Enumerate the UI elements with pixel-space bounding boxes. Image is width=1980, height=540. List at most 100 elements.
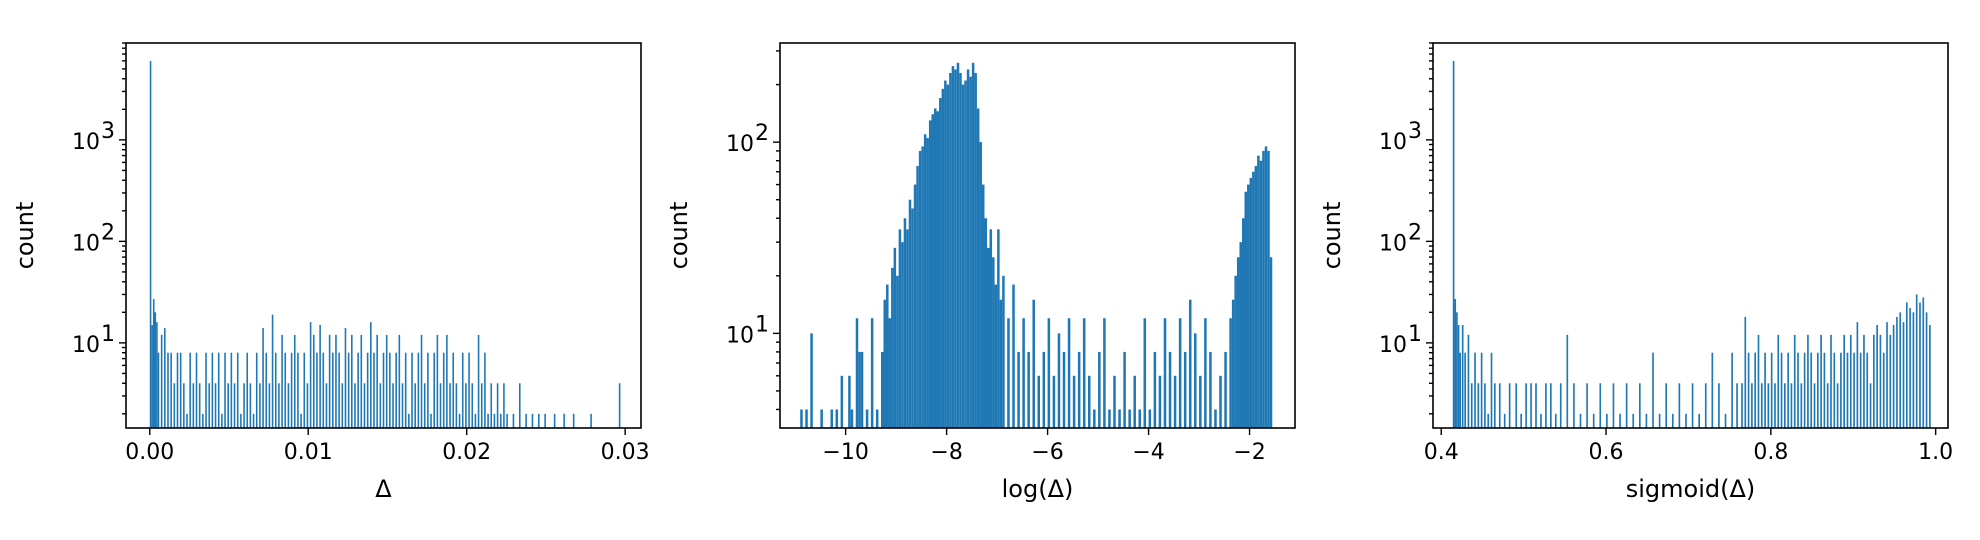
histogram-bar: [1264, 146, 1268, 428]
histogram-bar: [1704, 383, 1707, 428]
histogram-bar: [385, 334, 388, 428]
histogram-bar: [1873, 334, 1875, 428]
histogram-bar: [1474, 352, 1476, 428]
histogram-bar: [493, 413, 496, 428]
histogram-bar: [1612, 383, 1615, 428]
histogram-bar: [941, 88, 945, 428]
histogram-bar: [1229, 318, 1232, 428]
histogram-bar: [373, 352, 375, 428]
x-tick-label: 0.6: [1589, 440, 1624, 465]
y-tick-label: 10: [72, 231, 100, 256]
histogram-bar: [1037, 375, 1041, 428]
histogram-bar: [1480, 352, 1483, 428]
histogram-bar: [1002, 275, 1005, 428]
histogram-bar: [152, 299, 155, 428]
histogram-bar: [449, 383, 451, 428]
y-tick-label: 10: [1379, 333, 1407, 358]
histogram-bar: [987, 247, 990, 428]
histogram-bar: [157, 352, 160, 428]
histogram-bar: [322, 352, 325, 428]
histogram-bar: [224, 352, 226, 428]
histogram-bar: [810, 333, 813, 428]
histogram-bar: [328, 334, 331, 428]
x-tick-label: −6: [1031, 440, 1063, 465]
histogram-bar: [455, 383, 458, 428]
histogram-bar: [1267, 150, 1270, 428]
histogram-bar: [363, 383, 366, 428]
histogram-bar: [389, 352, 391, 428]
histogram-bar: [848, 375, 851, 428]
y-axis-label: count: [665, 202, 693, 270]
y-tick-exponent: 2: [1408, 220, 1422, 245]
histogram-bar: [1711, 352, 1714, 428]
histogram-bar: [1797, 352, 1799, 428]
histogram-bar: [898, 229, 902, 428]
histogram-bar: [404, 352, 407, 428]
histogram-bar: [1113, 375, 1116, 428]
histogram-bar: [351, 334, 353, 428]
histogram-bar: [376, 334, 378, 428]
histogram-bar: [1826, 383, 1829, 428]
histogram-bar: [506, 413, 508, 428]
histogram-bar: [366, 352, 369, 428]
histogram-bar: [1774, 383, 1776, 428]
histogram-bar: [1810, 352, 1813, 428]
y-tick-label: 10: [72, 130, 100, 155]
histogram-bar: [1639, 383, 1641, 428]
histogram-bar: [1754, 352, 1757, 428]
histogram-bar: [246, 352, 249, 428]
x-tick-label: −8: [930, 440, 962, 465]
histogram-bar: [939, 98, 942, 428]
histogram-bar: [1892, 325, 1895, 428]
histogram-bar: [850, 409, 854, 428]
histogram-bar: [179, 352, 182, 428]
histogram-bar: [1252, 171, 1255, 428]
histogram-bar: [176, 352, 179, 428]
histogram-bar: [1032, 299, 1035, 428]
histogram-bar: [271, 314, 274, 428]
y-tick-exponent: 2: [101, 220, 115, 245]
histogram-bar: [1800, 383, 1803, 428]
histogram-bar: [1454, 299, 1457, 428]
histogram-bar: [1846, 352, 1849, 428]
histogram-bar: [1559, 383, 1562, 428]
histogram-bar: [468, 352, 470, 428]
histogram-bar: [1816, 352, 1819, 428]
histogram-bar: [1747, 352, 1750, 428]
histogram-bar: [1599, 383, 1602, 428]
histogram-bar: [1784, 383, 1786, 428]
histogram-bar: [423, 383, 426, 428]
histogram-bar: [427, 352, 429, 428]
histogram-bar: [964, 80, 967, 428]
histogram-bar: [931, 114, 934, 429]
histogram-bar: [994, 284, 998, 428]
y-tick-label: 10: [1379, 130, 1407, 155]
histogram-bar: [949, 72, 952, 428]
histogram-bar: [921, 146, 924, 428]
histogram-bar: [1736, 383, 1738, 428]
histogram-bar: [1619, 413, 1621, 428]
histogram-bar: [903, 218, 907, 428]
histogram-bar: [544, 413, 546, 428]
histogram-bar: [1254, 166, 1258, 429]
histogram-bar: [297, 352, 299, 428]
y-tick-exponent: 1: [101, 322, 115, 347]
histogram-bar: [800, 409, 803, 428]
histogram-bar: [1530, 383, 1532, 428]
histogram-bar: [1017, 351, 1020, 428]
histogram-bar: [401, 383, 404, 428]
histogram-bar: [1457, 325, 1460, 428]
histogram-bar: [278, 383, 280, 428]
histogram-bar: [1685, 413, 1687, 428]
histogram-bar: [316, 352, 318, 428]
y-tick-label: 10: [726, 132, 754, 157]
histogram-bar: [230, 352, 233, 428]
histogram-bar: [439, 383, 442, 428]
histogram-bar: [512, 413, 515, 428]
histogram-bar: [1724, 413, 1727, 428]
histogram-bar: [981, 184, 985, 428]
histogram-bar: [518, 383, 521, 428]
histogram-bar: [1889, 334, 1892, 428]
histogram-bar: [926, 138, 929, 428]
